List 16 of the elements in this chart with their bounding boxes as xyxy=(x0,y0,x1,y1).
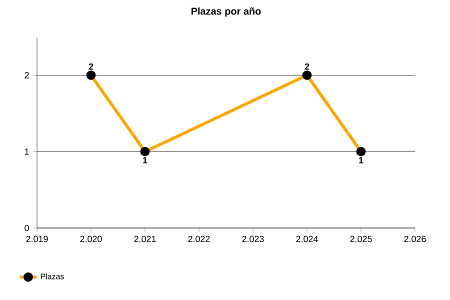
x-tick-label: 2.020 xyxy=(80,236,102,242)
x-tick-label: 2.026 xyxy=(404,236,426,242)
data-label: 1 xyxy=(359,157,364,164)
y-tick-label: 0 xyxy=(24,224,29,232)
chart-title: Plazas por año xyxy=(192,7,261,17)
data-label: 2 xyxy=(88,63,94,70)
y-tick-label: 2 xyxy=(24,72,29,78)
x-tick-label: 2.023 xyxy=(242,236,264,242)
data-label: 2 xyxy=(304,63,310,70)
x-tick-label: 2.024 xyxy=(296,236,318,242)
x-tick-label: 2.022 xyxy=(188,236,210,242)
data-label: 1 xyxy=(143,157,148,164)
y-tick-label: 1 xyxy=(24,148,29,155)
x-tick-label: 2.019 xyxy=(26,236,48,242)
x-tick-label: 2.025 xyxy=(350,236,372,242)
x-tick-label: 2.021 xyxy=(134,236,156,242)
